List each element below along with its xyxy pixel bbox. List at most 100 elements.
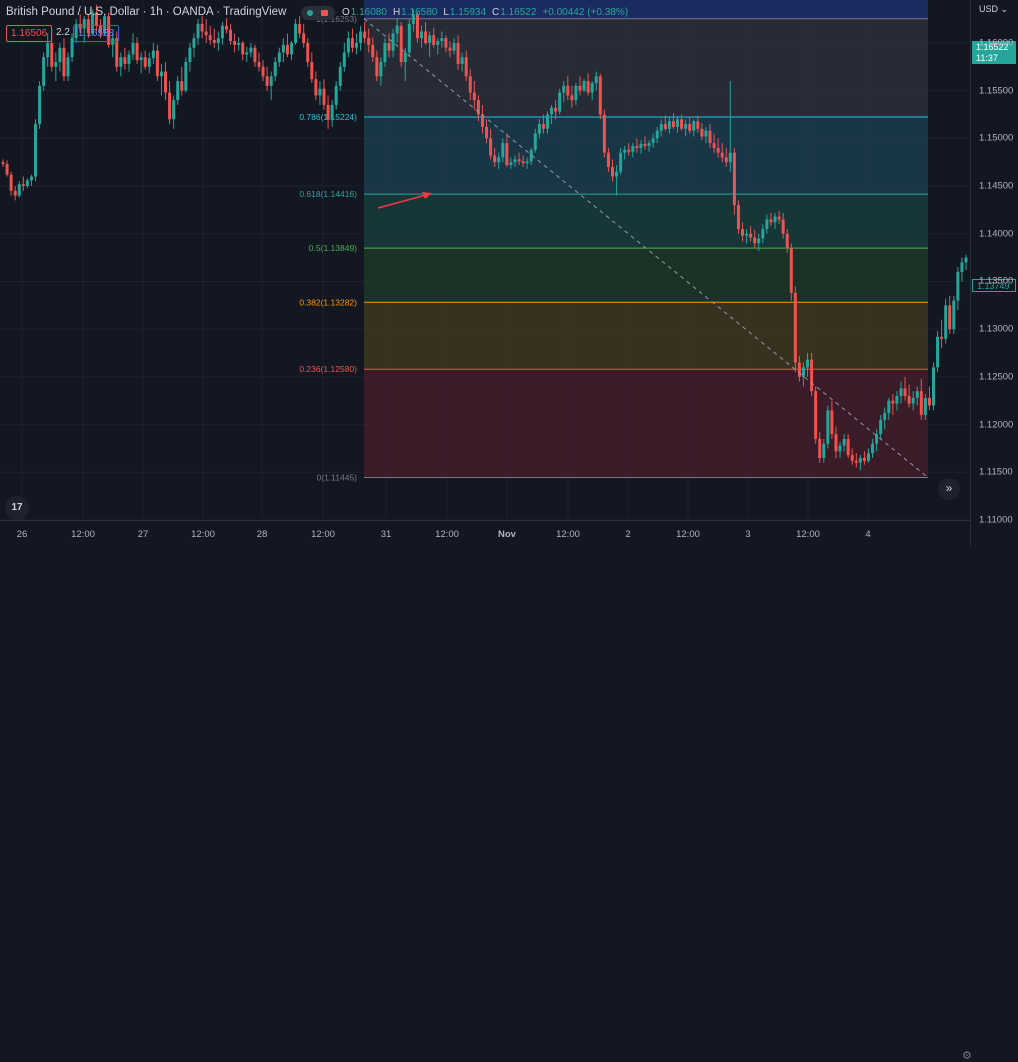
candle-body — [119, 57, 123, 67]
candle-body — [273, 62, 277, 77]
candle-body — [224, 25, 228, 30]
gear-icon[interactable]: ⚙ — [962, 1050, 972, 1062]
candle-body — [944, 305, 948, 339]
candle-body — [956, 271, 960, 301]
candle-body — [204, 31, 208, 36]
candle-body — [858, 457, 862, 463]
time-tick: 12:00 — [435, 529, 459, 540]
sell-price-button[interactable]: 1.16506 — [6, 25, 53, 42]
market-status-indicator[interactable] — [301, 6, 335, 20]
candle-body — [688, 124, 692, 131]
candle-body — [34, 124, 38, 177]
candle-body — [399, 25, 403, 63]
candle-body — [765, 219, 769, 229]
candle-body — [887, 400, 891, 414]
ohlc-legend: O1.16080 H1.16580 L1.15934 C1.16522 +0.00442… — [342, 7, 634, 18]
candle-body — [566, 85, 570, 96]
candle-body — [822, 443, 826, 458]
candlestick-chart[interactable]: 1(1.16253)0.786(1.15224)0.618(1.14416)0.… — [0, 0, 970, 520]
candle-body — [838, 445, 842, 452]
candle-body — [342, 52, 346, 67]
candle-body — [757, 238, 761, 244]
candle-body — [533, 133, 537, 150]
ohlc-key: C — [492, 7, 500, 18]
candle-body — [298, 23, 302, 34]
candle-body — [623, 149, 627, 153]
candle-body — [70, 38, 74, 58]
candle-body — [700, 128, 704, 137]
candle-body — [745, 233, 749, 236]
fib-level-label: 0.382(1.13282) — [299, 297, 357, 307]
candle-body — [631, 145, 635, 152]
scroll-to-realtime-button[interactable]: » — [938, 478, 960, 500]
candle-body — [485, 126, 489, 139]
candle-body — [50, 42, 54, 67]
candle-body — [350, 38, 354, 48]
time-tick: 12:00 — [796, 529, 820, 540]
time-tick: 2 — [625, 529, 631, 540]
candle-body — [253, 47, 257, 63]
time-tick: 12:00 — [556, 529, 580, 540]
candle-body — [476, 100, 480, 115]
candle-body — [424, 31, 428, 43]
candle-body — [367, 38, 371, 45]
candle-body — [610, 166, 614, 177]
candle-body — [42, 57, 46, 86]
candle-body — [456, 42, 460, 64]
candle-body — [318, 88, 322, 96]
candle-body — [220, 25, 224, 39]
candle-body — [960, 262, 964, 272]
time-axis[interactable]: 26 12:00 27 12:00 28 12:00 31 12:00 Nov 12:00 2 12:… — [0, 520, 972, 1062]
candle-body — [229, 29, 233, 42]
candle-body — [371, 44, 375, 58]
candle-body — [346, 38, 350, 53]
candle-body — [5, 164, 9, 175]
candle-body — [151, 50, 155, 59]
candle-body — [541, 124, 545, 129]
candle-body — [387, 42, 391, 51]
candle-body — [940, 336, 944, 339]
candle-body — [334, 85, 338, 105]
candle-body — [440, 38, 444, 42]
current-price-label: 1.16522 11:37 — [972, 41, 1016, 64]
buy-price-button[interactable]: 1.16528 — [73, 25, 120, 42]
candle-body — [619, 152, 623, 172]
candle-body — [326, 104, 330, 120]
candle-body — [875, 434, 879, 444]
candle-body — [285, 44, 289, 55]
market-open-icon — [307, 10, 313, 16]
candle-body — [58, 47, 62, 63]
candle-body — [801, 367, 805, 377]
price-tick: 1.16000 — [979, 37, 1014, 49]
price-axis[interactable]: USD ⌄ 1.16522 11:37 1.13749 1.16000 1.155… — [970, 0, 1018, 546]
candle-body — [793, 292, 797, 363]
candle-body — [635, 145, 639, 148]
candle-body — [497, 157, 501, 163]
candle-body — [359, 31, 363, 43]
candle-body — [184, 62, 188, 91]
candle-body — [168, 92, 172, 120]
candle-body — [741, 228, 745, 236]
candle-body — [200, 23, 204, 32]
time-tick: 12:00 — [311, 529, 335, 540]
ohlc-value: 1.16080 — [350, 7, 387, 18]
candle-body — [834, 434, 838, 452]
candle-body — [1, 162, 5, 165]
candle-body — [651, 138, 655, 144]
candle-body — [241, 42, 245, 55]
candle-body — [338, 66, 342, 86]
candle-body — [891, 400, 895, 404]
candle-body — [54, 62, 58, 67]
candle-body — [164, 71, 168, 93]
currency-selector[interactable]: USD ⌄ — [979, 4, 1009, 14]
candle-body — [680, 119, 684, 129]
candle-body — [582, 81, 586, 91]
candle-body — [696, 121, 700, 129]
candle-body — [818, 438, 822, 458]
tradingview-logo-icon[interactable]: 17 — [5, 496, 29, 520]
candle-body — [529, 149, 533, 162]
candle-body — [428, 35, 432, 43]
candle-body — [842, 438, 846, 446]
chart-pane[interactable]: 1(1.16253)0.786(1.15224)0.618(1.14416)0.… — [0, 0, 970, 520]
candle-body — [155, 50, 159, 77]
